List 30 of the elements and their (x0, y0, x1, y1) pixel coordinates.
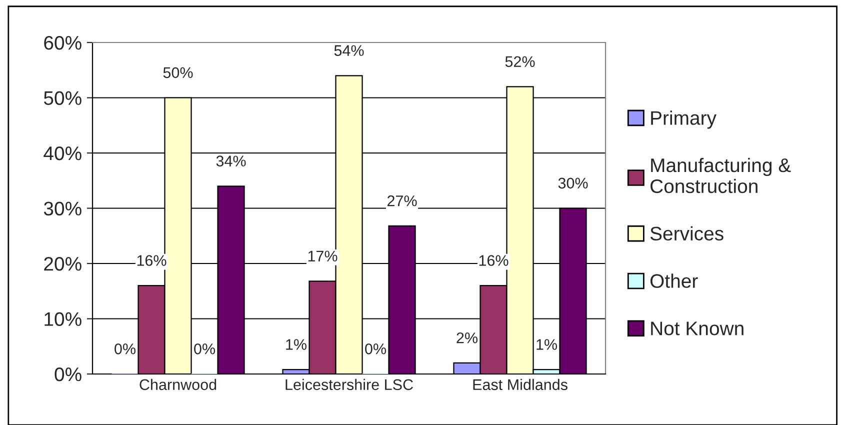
y-tick-label: 30% (44, 202, 82, 216)
y-tick-label: 50% (44, 91, 82, 105)
data-label: 27% (388, 195, 417, 206)
data-label: 1% (536, 339, 558, 350)
y-tick-label: 60% (44, 36, 82, 50)
legend-label: Other (650, 274, 698, 288)
data-label: 16% (479, 255, 508, 266)
data-label: 54% (334, 45, 364, 56)
data-label: 16% (137, 255, 166, 266)
data-label: 0% (114, 343, 136, 354)
y-tick-label: 20% (44, 256, 82, 271)
legend-label: Not Known (651, 322, 744, 336)
data-label: 50% (163, 67, 193, 78)
legend-label: Services (650, 226, 724, 241)
x-tick-label: Leicestershire LSC (286, 378, 413, 390)
data-label: 17% (308, 250, 338, 262)
data-label: 34% (216, 156, 246, 166)
x-tick-label: Charnwood (140, 378, 216, 390)
data-label: 0% (365, 343, 386, 354)
data-label: 2% (456, 332, 478, 344)
y-tick-label: 10% (44, 312, 82, 326)
data-label: 52% (505, 56, 535, 68)
legend-label: Manufacturing & Construction (650, 158, 791, 194)
data-label: 1% (286, 339, 306, 350)
data-label: 30% (558, 178, 588, 189)
x-tick-label: East Midlands (473, 378, 568, 390)
y-tick-label: 0% (54, 367, 82, 382)
y-tick-label: 40% (44, 146, 82, 160)
legend-label: Primary (651, 110, 716, 129)
data-label: 0% (194, 343, 216, 354)
